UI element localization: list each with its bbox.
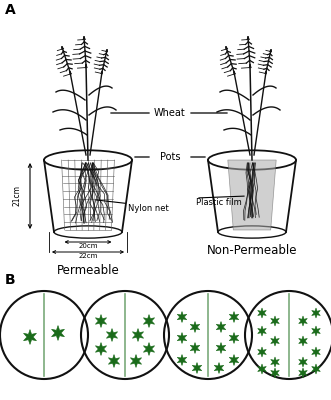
Text: Wheat: Wheat [154, 108, 186, 118]
Polygon shape [312, 364, 320, 374]
Text: B: B [5, 273, 16, 287]
Polygon shape [229, 332, 239, 344]
Polygon shape [108, 354, 119, 368]
Polygon shape [132, 328, 144, 342]
Polygon shape [130, 354, 142, 368]
Polygon shape [143, 314, 155, 328]
Polygon shape [312, 347, 320, 357]
Text: 20cm: 20cm [78, 243, 98, 249]
Polygon shape [299, 357, 307, 367]
Polygon shape [312, 308, 320, 318]
Polygon shape [190, 322, 200, 332]
Polygon shape [95, 342, 107, 356]
Text: Nylon net: Nylon net [128, 204, 169, 213]
Polygon shape [299, 336, 307, 346]
Polygon shape [190, 342, 200, 354]
Text: Pots: Pots [160, 152, 180, 162]
Polygon shape [214, 362, 224, 374]
Polygon shape [271, 316, 279, 326]
Text: Permeable: Permeable [57, 264, 119, 277]
Polygon shape [299, 368, 307, 378]
Polygon shape [95, 314, 107, 328]
Text: 22cm: 22cm [78, 253, 98, 259]
Polygon shape [228, 160, 276, 230]
Text: A: A [5, 3, 16, 17]
Polygon shape [271, 368, 279, 378]
Polygon shape [216, 342, 226, 354]
Polygon shape [24, 330, 36, 344]
Polygon shape [258, 347, 266, 357]
Polygon shape [192, 362, 202, 374]
Polygon shape [106, 328, 118, 342]
Polygon shape [312, 326, 320, 336]
Polygon shape [52, 326, 65, 340]
Polygon shape [258, 326, 266, 336]
Polygon shape [177, 332, 187, 344]
Text: 21cm: 21cm [13, 186, 22, 206]
Text: Plastic film: Plastic film [196, 198, 242, 207]
Polygon shape [271, 357, 279, 367]
Polygon shape [143, 342, 155, 356]
Polygon shape [216, 322, 226, 332]
Polygon shape [299, 316, 307, 326]
Polygon shape [258, 308, 266, 318]
Polygon shape [229, 354, 239, 366]
Polygon shape [229, 312, 239, 322]
Polygon shape [258, 364, 266, 374]
Text: Non-Permeable: Non-Permeable [207, 244, 297, 257]
Polygon shape [271, 336, 279, 346]
Polygon shape [177, 312, 187, 322]
Polygon shape [177, 354, 187, 366]
